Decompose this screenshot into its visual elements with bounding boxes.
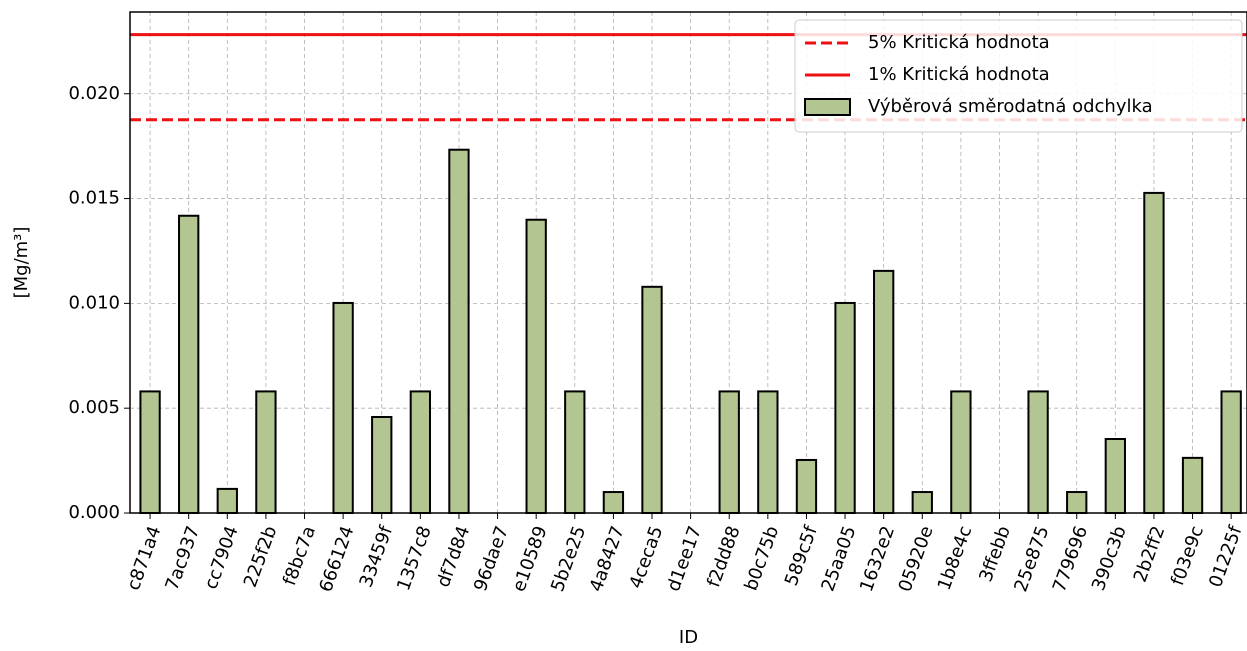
bar: [795, 458, 818, 514]
bar: [525, 218, 547, 514]
bar: [950, 390, 972, 514]
x-tick-label: 25e875: [1010, 523, 1053, 594]
x-tick-label: 3ffebb: [975, 523, 1014, 584]
legend-swatch: [804, 98, 851, 116]
x-tick-label: 25aa05: [818, 523, 861, 594]
legend-label: 5% Kritická hodnota: [868, 32, 1050, 53]
bar: [139, 390, 161, 514]
bar: [602, 491, 625, 515]
y-tick-label: 0.015: [68, 188, 120, 209]
bar: [255, 390, 277, 514]
x-tick-label: 1b8e4c: [934, 523, 977, 593]
bar: [448, 148, 470, 514]
x-tick-label: 01225f: [1205, 523, 1247, 591]
x-tick-label: c871a4: [123, 523, 166, 593]
legend-label: Výběrová směrodatná odchylka: [868, 96, 1153, 117]
legend-box: [794, 19, 1243, 133]
bar: [1104, 438, 1126, 514]
x-tick-label: 05920e: [895, 523, 938, 594]
legend: 5% Kritická hodnota 1% Kritická hodnota Vý…: [794, 19, 1243, 133]
x-tick-label: 666124: [315, 523, 358, 595]
x-tick-label: 1357c8: [393, 523, 436, 593]
legend-label: 1% Kritická hodnota: [868, 64, 1050, 85]
bar: [409, 390, 431, 514]
bar: [873, 269, 895, 515]
x-tick-label: 5b2e25: [547, 523, 590, 594]
bar: [1220, 390, 1242, 514]
bar: [834, 301, 856, 515]
y-tick-label: 0.020: [68, 83, 120, 104]
bar: [757, 390, 779, 514]
bar: [911, 491, 933, 515]
x-tick-label: f2dd88: [703, 523, 744, 590]
x-axis-label: ID: [679, 627, 698, 648]
y-tick-label: 0.005: [68, 397, 120, 418]
x-tick-label: 225f2b: [240, 523, 281, 590]
plot-frame: [129, 11, 1247, 514]
x-tick-label: 390c3b: [1088, 523, 1131, 593]
x-tick-label: d1ee17: [663, 523, 706, 594]
bar: [332, 301, 354, 515]
x-tick-label: e10589: [508, 523, 551, 594]
x-tick-label: f03e9c: [1167, 523, 1208, 588]
x-tick-label: 1632e2: [856, 523, 899, 594]
x-tick-label: 2b2ff2: [1130, 523, 1170, 585]
x-tick-label: 4ceca5: [626, 523, 668, 591]
y-axis-label: [Mg/m³]: [11, 227, 32, 299]
x-tick-label: b0c75b: [741, 523, 784, 593]
x-tick-label: f8bc7a: [279, 523, 320, 588]
y-tick-label: 0.010: [68, 292, 120, 313]
bar: [216, 487, 238, 515]
x-tick-label: cc7904: [201, 523, 243, 592]
bar: [1066, 491, 1088, 515]
x-tick-label: 33459f: [356, 523, 398, 591]
x-tick-label: 589c5f: [781, 523, 822, 589]
bar: [1143, 191, 1165, 514]
bar: [1181, 456, 1204, 515]
bar: [564, 390, 586, 514]
x-tick-label: df7d84: [433, 523, 474, 590]
x-tick-label: 4a8427: [586, 523, 629, 594]
bar: [1027, 390, 1049, 514]
bar: [641, 285, 663, 514]
x-tick-label: 779696: [1049, 523, 1092, 595]
x-tick-label: 96dae7: [470, 523, 513, 594]
bar: [718, 390, 740, 514]
bar: [371, 415, 393, 514]
y-tick-label: 0.000: [68, 502, 120, 523]
bar: [178, 214, 200, 514]
x-tick-label: 7ac937: [162, 523, 205, 593]
